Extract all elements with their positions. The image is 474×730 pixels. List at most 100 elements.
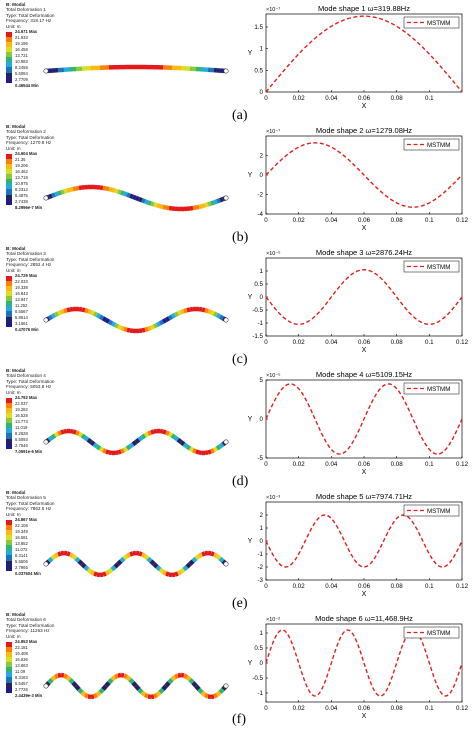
color-scale-swatch bbox=[6, 42, 12, 48]
legend-box bbox=[403, 626, 460, 639]
color-scale-swatch bbox=[6, 311, 12, 317]
x-tick-label: 0.06 bbox=[358, 339, 371, 346]
beam-segment bbox=[60, 429, 65, 435]
color-scale-label: 22.181 bbox=[15, 645, 28, 650]
deformed-beam bbox=[43, 672, 229, 700]
color-scale-swatch bbox=[6, 433, 12, 439]
beam-segment bbox=[86, 437, 93, 444]
y-tick-label: 2 bbox=[260, 153, 264, 160]
fea-header-line: Unit: m bbox=[6, 633, 21, 639]
beam-segment bbox=[75, 430, 80, 436]
color-scale-label: 8.2996e-7 Min bbox=[15, 205, 43, 210]
beam-segment bbox=[203, 692, 210, 699]
subfigure-label: (b) bbox=[232, 230, 249, 245]
beam-segment bbox=[104, 318, 111, 324]
beam-segment bbox=[185, 562, 192, 569]
beam-segment bbox=[141, 198, 146, 204]
legend-box bbox=[403, 138, 460, 151]
y-exponent-label: ×10⁻² bbox=[266, 617, 280, 623]
color-scale-label: 19.349 bbox=[15, 529, 28, 534]
beam-support bbox=[223, 195, 229, 201]
y-tick-label: 0.5 bbox=[254, 67, 263, 74]
color-scale-label: 2.4439e-3 Min bbox=[15, 693, 43, 698]
y-tick-label: -5 bbox=[257, 455, 263, 462]
beam-segment bbox=[167, 431, 174, 438]
beam-segment bbox=[165, 205, 170, 211]
beam-segment bbox=[126, 192, 131, 198]
fea-header: B: Modal Total Deformation 1 Type: Total D… bbox=[6, 2, 54, 29]
x-tick-label: 0.12 bbox=[456, 217, 469, 224]
deformed-beam bbox=[43, 184, 229, 212]
subfigure-label: (e) bbox=[232, 596, 248, 611]
beam-segment bbox=[197, 687, 204, 695]
beam-segment bbox=[108, 186, 113, 193]
color-scale-swatch bbox=[6, 316, 12, 322]
y-tick-label: 0 bbox=[260, 294, 264, 301]
x-tick-label: 0 bbox=[264, 95, 268, 102]
beam-segment bbox=[57, 672, 62, 678]
x-tick-label: 0.06 bbox=[358, 461, 371, 468]
x-tick-label: 0.08 bbox=[391, 583, 404, 590]
color-scale-label: 22.037 bbox=[15, 401, 28, 406]
fea-header-line: B: Modal bbox=[6, 246, 26, 251]
beam-segment bbox=[185, 675, 192, 682]
fea-header-line: Frequency: 5053.8 Hz bbox=[6, 384, 52, 390]
chart-title: Mode shape 4 ω=5109.15Hz bbox=[316, 370, 412, 379]
beam-segment bbox=[95, 313, 102, 319]
fea-header-line: Total Deformation 2 bbox=[6, 129, 46, 135]
beam-segment bbox=[80, 433, 87, 440]
y-tick-label: 1 bbox=[260, 268, 264, 275]
beam-segment bbox=[74, 684, 81, 691]
color-scale-label: 13.721 bbox=[15, 53, 28, 58]
y-tick-label: 2 bbox=[260, 512, 264, 519]
color-scale-label: 13.947 bbox=[15, 297, 28, 302]
beam-segment bbox=[143, 692, 150, 699]
beam-segment bbox=[146, 556, 153, 563]
beam-segment bbox=[89, 569, 96, 576]
x-tick-label: 0.12 bbox=[456, 339, 469, 346]
beam-segment bbox=[153, 202, 158, 208]
y-tick-label: 1.5 bbox=[254, 24, 263, 31]
x-tick-label: 0.02 bbox=[293, 95, 306, 102]
beam-support bbox=[223, 561, 229, 567]
color-scale-swatch bbox=[6, 184, 12, 190]
color-scale-label: 16.462 bbox=[15, 169, 28, 174]
beam-segment bbox=[68, 552, 75, 559]
beam-segment bbox=[101, 684, 108, 691]
color-scale-label: 13.719 bbox=[15, 175, 28, 180]
color-scale-label: 11.252 bbox=[15, 303, 28, 308]
y-axis-label: Y bbox=[248, 660, 253, 667]
beam-segment bbox=[140, 433, 147, 440]
x-tick-label: 0 bbox=[264, 705, 268, 712]
beam-segment bbox=[129, 551, 134, 557]
beam-segment bbox=[150, 324, 155, 330]
beam-segment bbox=[125, 675, 132, 682]
beam-segment bbox=[149, 559, 156, 566]
beam-segment bbox=[182, 673, 189, 680]
y-exponent-label: ×10⁻⁷ bbox=[266, 6, 280, 13]
beam-segment bbox=[141, 327, 146, 333]
beam-segment bbox=[80, 690, 87, 697]
beam-segment bbox=[182, 565, 189, 572]
beam-segment bbox=[186, 307, 191, 313]
beam-segment bbox=[90, 694, 95, 700]
y-tick-label: 1 bbox=[260, 630, 264, 637]
y-tick-label: -1.5 bbox=[252, 333, 263, 340]
beam-segment bbox=[117, 324, 122, 330]
color-scale-label: 0.037604 Min bbox=[15, 571, 41, 576]
x-tick-label: 0.08 bbox=[391, 217, 404, 224]
x-tick-label: 0.06 bbox=[358, 95, 371, 102]
beam-segment bbox=[144, 199, 149, 205]
beam-segment bbox=[125, 444, 132, 451]
beam-segment bbox=[122, 554, 129, 561]
fea-header: B: Modal Total Deformation 2 Type: Total D… bbox=[6, 124, 54, 151]
beam-segment bbox=[50, 313, 57, 319]
beam-support bbox=[43, 561, 49, 567]
beam-segment bbox=[192, 448, 197, 454]
color-scale-swatch bbox=[6, 199, 12, 205]
beam-segment bbox=[134, 684, 141, 691]
beam-segment bbox=[200, 690, 207, 697]
beam-segment bbox=[132, 194, 137, 201]
beam-segment bbox=[87, 694, 92, 700]
beam-segment bbox=[50, 675, 57, 682]
